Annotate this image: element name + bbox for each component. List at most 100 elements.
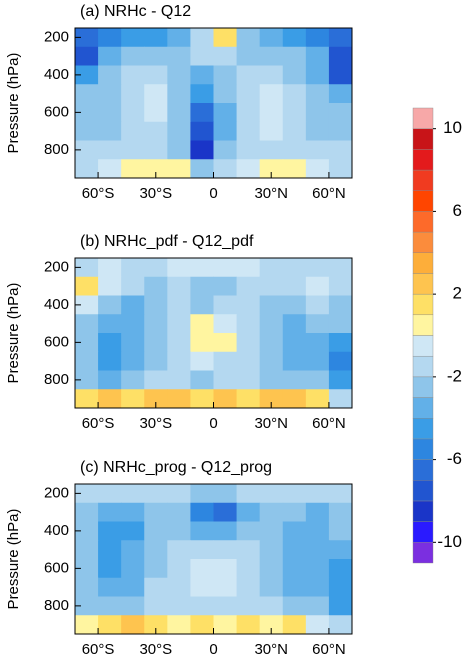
contour-cell (190, 295, 214, 315)
contour-cell (259, 559, 284, 579)
contour-cell (75, 28, 99, 48)
contour-cell (144, 370, 168, 390)
colorbar-box (412, 273, 434, 295)
contour-cell (144, 502, 168, 522)
contour-cell (144, 103, 168, 123)
contour-cell (167, 484, 191, 504)
contour-cell (236, 540, 261, 560)
contour-cell (144, 84, 168, 104)
colorbar-box (412, 293, 434, 316)
contour-cell (167, 615, 191, 635)
contour-cell (305, 351, 330, 371)
contour-cell (75, 103, 99, 123)
contour-cell (259, 140, 284, 160)
contour-cell (259, 540, 284, 560)
contour-cell (259, 615, 284, 635)
contour-cell (167, 28, 191, 48)
contour-cell (75, 559, 99, 579)
contour-cell (190, 502, 214, 522)
contour-cell (167, 258, 191, 278)
contour-cell (75, 276, 99, 296)
contour-cell (328, 351, 353, 371)
contour-cell (328, 84, 353, 104)
contour-cell (328, 258, 353, 278)
x-tick-label: 60°N (312, 185, 346, 202)
contour-cell (259, 314, 284, 334)
contour-cell (98, 540, 122, 560)
contour-cell (167, 314, 191, 334)
contour-cell (282, 276, 307, 296)
contour-cell (190, 276, 214, 296)
contour-cell (305, 540, 330, 560)
contour-cell (98, 351, 122, 371)
contour-cell (236, 484, 261, 504)
contour-cell (75, 314, 99, 334)
contour-cell (190, 333, 214, 353)
contour-cell (282, 46, 307, 66)
x-tick-label: 60°S (82, 185, 115, 202)
y-axis-label: Pressure (hPa) (5, 283, 22, 384)
contour-cell (190, 258, 214, 278)
contour-cell (236, 258, 261, 278)
contour-cell (328, 370, 353, 390)
x-tick-label: 30°N (254, 185, 288, 202)
contour-cell (190, 370, 214, 390)
contour-cell (98, 84, 122, 104)
contour-cell (236, 577, 261, 597)
colorbar-box (412, 521, 434, 543)
contour-cell (167, 540, 191, 560)
contour-cell (190, 46, 214, 66)
contour-cell (98, 370, 122, 390)
contour-cell (282, 577, 307, 597)
contour-cell (167, 46, 191, 66)
panel-title: (b) NRHc_pdf - Q12_pdf (80, 233, 254, 250)
contour-cell (167, 370, 191, 390)
y-tick-label: 400 (44, 66, 69, 83)
contour-cell (236, 502, 261, 522)
contour-cell (167, 159, 191, 179)
contour-cell (213, 258, 238, 278)
contour-cell (259, 596, 284, 616)
contour-cell (328, 295, 353, 315)
y-tick-label: 600 (44, 333, 69, 350)
contour-cell (121, 521, 145, 541)
contour-cell (75, 65, 99, 85)
contour-cell (98, 615, 122, 635)
contour-cell (121, 389, 145, 409)
contour-cell (167, 577, 191, 597)
contour-cell (144, 140, 168, 160)
contour-cell (190, 103, 214, 123)
contour-cell (190, 351, 214, 371)
contour-cell (328, 615, 353, 635)
colorbar-tick-label: 2 (453, 284, 462, 303)
x-tick-label: 30°N (254, 415, 288, 432)
colorbar-box (412, 314, 434, 336)
contour-cell (144, 540, 168, 560)
contour-cell (75, 258, 99, 278)
y-tick-label: 400 (44, 296, 69, 313)
contour-cell (328, 65, 353, 85)
contour-cell (190, 140, 214, 160)
x-tick-label: 60°N (312, 415, 346, 432)
contour-cell (213, 276, 238, 296)
contour-cell (259, 351, 284, 371)
contour-cell (190, 28, 214, 48)
contour-cell (121, 596, 145, 616)
contour-cell (259, 121, 284, 141)
contour-cell (328, 577, 353, 597)
y-axis-label: Pressure (hPa) (5, 53, 22, 154)
contour-cell (259, 502, 284, 522)
contour-cell (144, 295, 168, 315)
contour-cell (98, 314, 122, 334)
colorbar-box (412, 211, 434, 233)
contour-cell (121, 540, 145, 560)
contour-cell (144, 389, 168, 409)
colorbar-box (412, 169, 434, 191)
contour-cell (305, 577, 330, 597)
contour-cell (190, 596, 214, 616)
contour-cell (305, 121, 330, 141)
panel-title: (c) NRHc_prog - Q12_prog (80, 459, 272, 476)
y-tick-label: 200 (44, 258, 69, 275)
contour-cell (121, 258, 145, 278)
